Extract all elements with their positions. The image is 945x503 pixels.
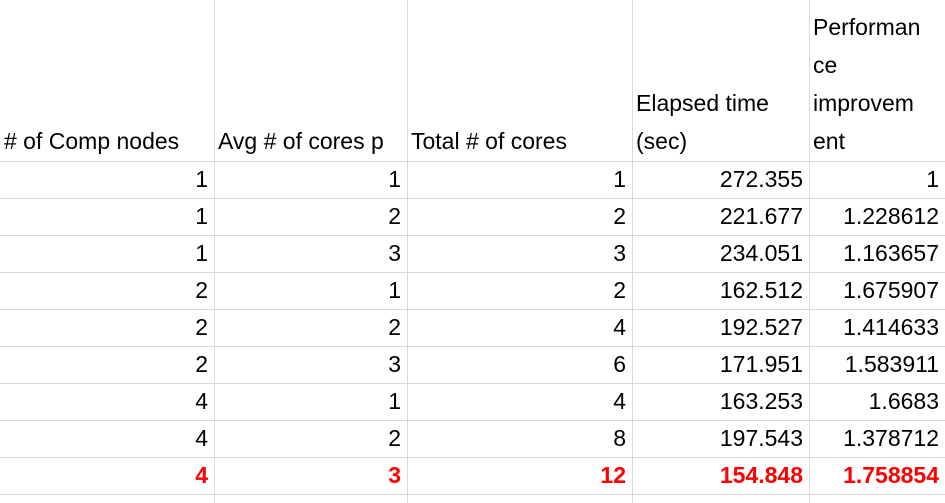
cell-performance[interactable]: 1 [926, 166, 939, 192]
cell-comp-nodes[interactable]: 4 [195, 388, 208, 414]
cell-performance[interactable]: 1.163657 [843, 240, 939, 266]
header-performance-line: improvem [813, 90, 914, 116]
column-divider [407, 0, 408, 503]
cell-elapsed-time[interactable]: 234.051 [719, 240, 803, 266]
cell-elapsed-time[interactable]: 162.512 [719, 277, 803, 303]
cell-performance-highlighted[interactable]: 1.758854 [843, 462, 939, 488]
header-comp-nodes-label: # of Comp nodes [4, 128, 180, 154]
column-divider [632, 0, 633, 503]
cell-avg-cores[interactable]: 1 [388, 166, 401, 192]
cell-total-cores[interactable]: 8 [613, 425, 626, 451]
column-divider [809, 0, 810, 503]
cell-elapsed-time[interactable]: 221.677 [719, 203, 803, 229]
cell-comp-nodes[interactable]: 4 [195, 425, 208, 451]
cell-total-cores[interactable]: 2 [613, 277, 626, 303]
row-divider [0, 346, 945, 347]
cell-elapsed-time[interactable]: 192.527 [719, 314, 803, 340]
header-comp-nodes[interactable]: # of Comp nodes [0, 122, 214, 160]
header-avg-cores[interactable]: Avg # of cores p [214, 122, 407, 160]
cell-avg-cores[interactable]: 1 [388, 388, 401, 414]
row-divider [0, 383, 945, 384]
cell-comp-nodes[interactable]: 2 [195, 351, 208, 377]
column-divider [214, 0, 215, 503]
cell-total-cores[interactable]: 6 [613, 351, 626, 377]
row-divider [0, 457, 945, 458]
cell-comp-nodes-highlighted[interactable]: 4 [195, 462, 208, 488]
row-divider [0, 161, 945, 162]
cell-comp-nodes[interactable]: 2 [195, 314, 208, 340]
header-total-cores-label: Total # of cores [411, 128, 567, 154]
header-performance-line: ent [813, 128, 845, 154]
cell-total-cores-highlighted[interactable]: 12 [600, 462, 626, 488]
row-divider [0, 309, 945, 310]
cell-performance[interactable]: 1.228612 [843, 203, 939, 229]
cell-comp-nodes[interactable]: 1 [195, 166, 208, 192]
cell-elapsed-time[interactable]: 163.253 [719, 388, 803, 414]
cell-avg-cores[interactable]: 3 [388, 240, 401, 266]
row-divider [0, 494, 945, 495]
header-avg-cores-label: Avg # of cores p [218, 128, 384, 154]
cell-total-cores[interactable]: 4 [613, 388, 626, 414]
cell-comp-nodes[interactable]: 1 [195, 203, 208, 229]
cell-total-cores[interactable]: 2 [613, 203, 626, 229]
cell-performance[interactable]: 1.414633 [843, 314, 939, 340]
header-elapsed-time-line: (sec) [636, 128, 688, 154]
row-divider [0, 198, 945, 199]
cell-avg-cores[interactable]: 2 [388, 314, 401, 340]
cell-total-cores[interactable]: 4 [613, 314, 626, 340]
row-divider [0, 272, 945, 273]
cell-avg-cores[interactable]: 2 [388, 425, 401, 451]
header-elapsed-time[interactable]: Elapsed time (sec) [632, 84, 809, 160]
header-elapsed-time-line: Elapsed time [636, 90, 769, 116]
cell-total-cores[interactable]: 1 [613, 166, 626, 192]
cell-performance[interactable]: 1.6683 [868, 388, 939, 414]
cell-total-cores[interactable]: 3 [613, 240, 626, 266]
cell-performance[interactable]: 1.675907 [843, 277, 939, 303]
cell-avg-cores-highlighted[interactable]: 3 [388, 462, 401, 488]
cell-avg-cores[interactable]: 2 [388, 203, 401, 229]
header-performance-improvement[interactable]: Performan ce improvem ent [809, 8, 945, 160]
cell-avg-cores[interactable]: 1 [388, 277, 401, 303]
cell-elapsed-time[interactable]: 171.951 [719, 351, 803, 377]
cell-elapsed-time[interactable]: 197.543 [719, 425, 803, 451]
header-total-cores[interactable]: Total # of cores [407, 122, 632, 160]
cell-elapsed-time-highlighted[interactable]: 154.848 [719, 462, 803, 488]
header-performance-line: ce [813, 52, 838, 78]
cell-elapsed-time[interactable]: 272.355 [719, 166, 803, 192]
cell-comp-nodes[interactable]: 1 [195, 240, 208, 266]
cell-performance[interactable]: 1.378712 [843, 425, 939, 451]
row-divider [0, 420, 945, 421]
row-divider [0, 235, 945, 236]
cell-performance[interactable]: 1.583911 [844, 351, 939, 377]
cell-avg-cores[interactable]: 3 [388, 351, 401, 377]
header-performance-line: Performan [813, 14, 921, 40]
cell-comp-nodes[interactable]: 2 [195, 277, 208, 303]
